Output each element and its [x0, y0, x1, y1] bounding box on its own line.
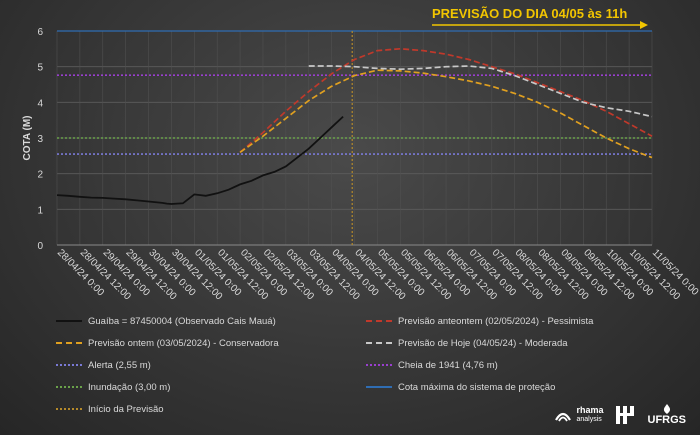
series-line: [239, 47, 653, 153]
legend-label: Inundação (3,00 m): [88, 381, 171, 393]
rhama-subtitle: analysis: [576, 416, 602, 423]
y-tick-label: 0: [37, 241, 43, 252]
legend-item: Previsão ontem (03/05/2024) - Conservado…: [56, 336, 279, 350]
legend-label: Previsão ontem (03/05/2024) - Conservado…: [88, 337, 279, 349]
series-line: [239, 69, 653, 159]
y-tick-label: 4: [37, 98, 43, 109]
legend-swatch: [366, 364, 392, 366]
chart-legend: Guaíba = 87450004 (Observado Cais Mauá) P…: [56, 314, 656, 422]
series-line: [56, 115, 344, 205]
y-tick-label: 5: [37, 63, 43, 74]
legend-swatch: [366, 342, 392, 344]
logo-bar: rhama analysis UFRGS: [554, 401, 686, 429]
ufrgs-logo: UFRGS: [647, 404, 687, 426]
legend-swatch: [56, 386, 82, 388]
y-tick-labels: 0 1 2 3 4 5 6: [37, 27, 43, 252]
legend-label: Alerta (2,55 m): [88, 359, 151, 371]
legend-swatch: [366, 386, 392, 388]
y-tick-label: 1: [37, 205, 43, 216]
legend-swatch: [56, 320, 82, 322]
title-arrow-head: [640, 21, 648, 29]
legend-item: Inundação (3,00 m): [56, 380, 170, 394]
rhama-wordmark: rhama: [576, 405, 604, 415]
legend-swatch: [56, 364, 82, 366]
data-series: [56, 47, 653, 205]
legend-item: Alerta (2,55 m): [56, 358, 151, 372]
legend-item: Previsão anteontem (02/05/2024) - Pessim…: [366, 314, 593, 328]
y-tick-label: 6: [37, 27, 43, 38]
legend-item: Cota máxima do sistema de proteção: [366, 380, 555, 394]
legend-swatch: [56, 408, 82, 410]
chart-title: PREVISÃO DO DIA 04/05 às 11h: [432, 6, 627, 21]
legend-item: Cheia de 1941 (4,76 m): [366, 358, 498, 372]
legend-label: Guaíba = 87450004 (Observado Cais Mauá): [88, 315, 276, 327]
legend-label: Cota máxima do sistema de proteção: [398, 381, 556, 393]
series-line: [308, 65, 653, 118]
legend-item: Previsão de Hoje (04/05/24) - Moderada: [366, 336, 568, 350]
legend-label: Previsão anteontem (02/05/2024) - Pessim…: [398, 315, 594, 327]
y-axis-title: COTA (M): [22, 116, 33, 161]
legend-label: Previsão de Hoje (04/05/24) - Moderada: [398, 337, 568, 349]
legend-swatch: [56, 342, 82, 344]
legend-swatch: [366, 320, 392, 322]
rhama-logo: rhama analysis: [554, 405, 604, 424]
legend-item: Início da Previsão: [56, 402, 164, 416]
legend-label: Cheia de 1941 (4,76 m): [398, 359, 498, 371]
title-arrow-icon: [432, 21, 648, 29]
ufrgs-wordmark: UFRGS: [647, 414, 687, 426]
legend-item: Guaíba = 87450004 (Observado Cais Mauá): [56, 314, 276, 328]
y-tick-label: 3: [37, 134, 43, 145]
y-tick-label: 2: [37, 170, 43, 181]
legend-label: Início da Previsão: [88, 403, 164, 415]
rhama-icon: [555, 412, 572, 422]
ufrgs-flame-icon: [663, 404, 670, 414]
iph-logo-icon: [615, 406, 634, 424]
